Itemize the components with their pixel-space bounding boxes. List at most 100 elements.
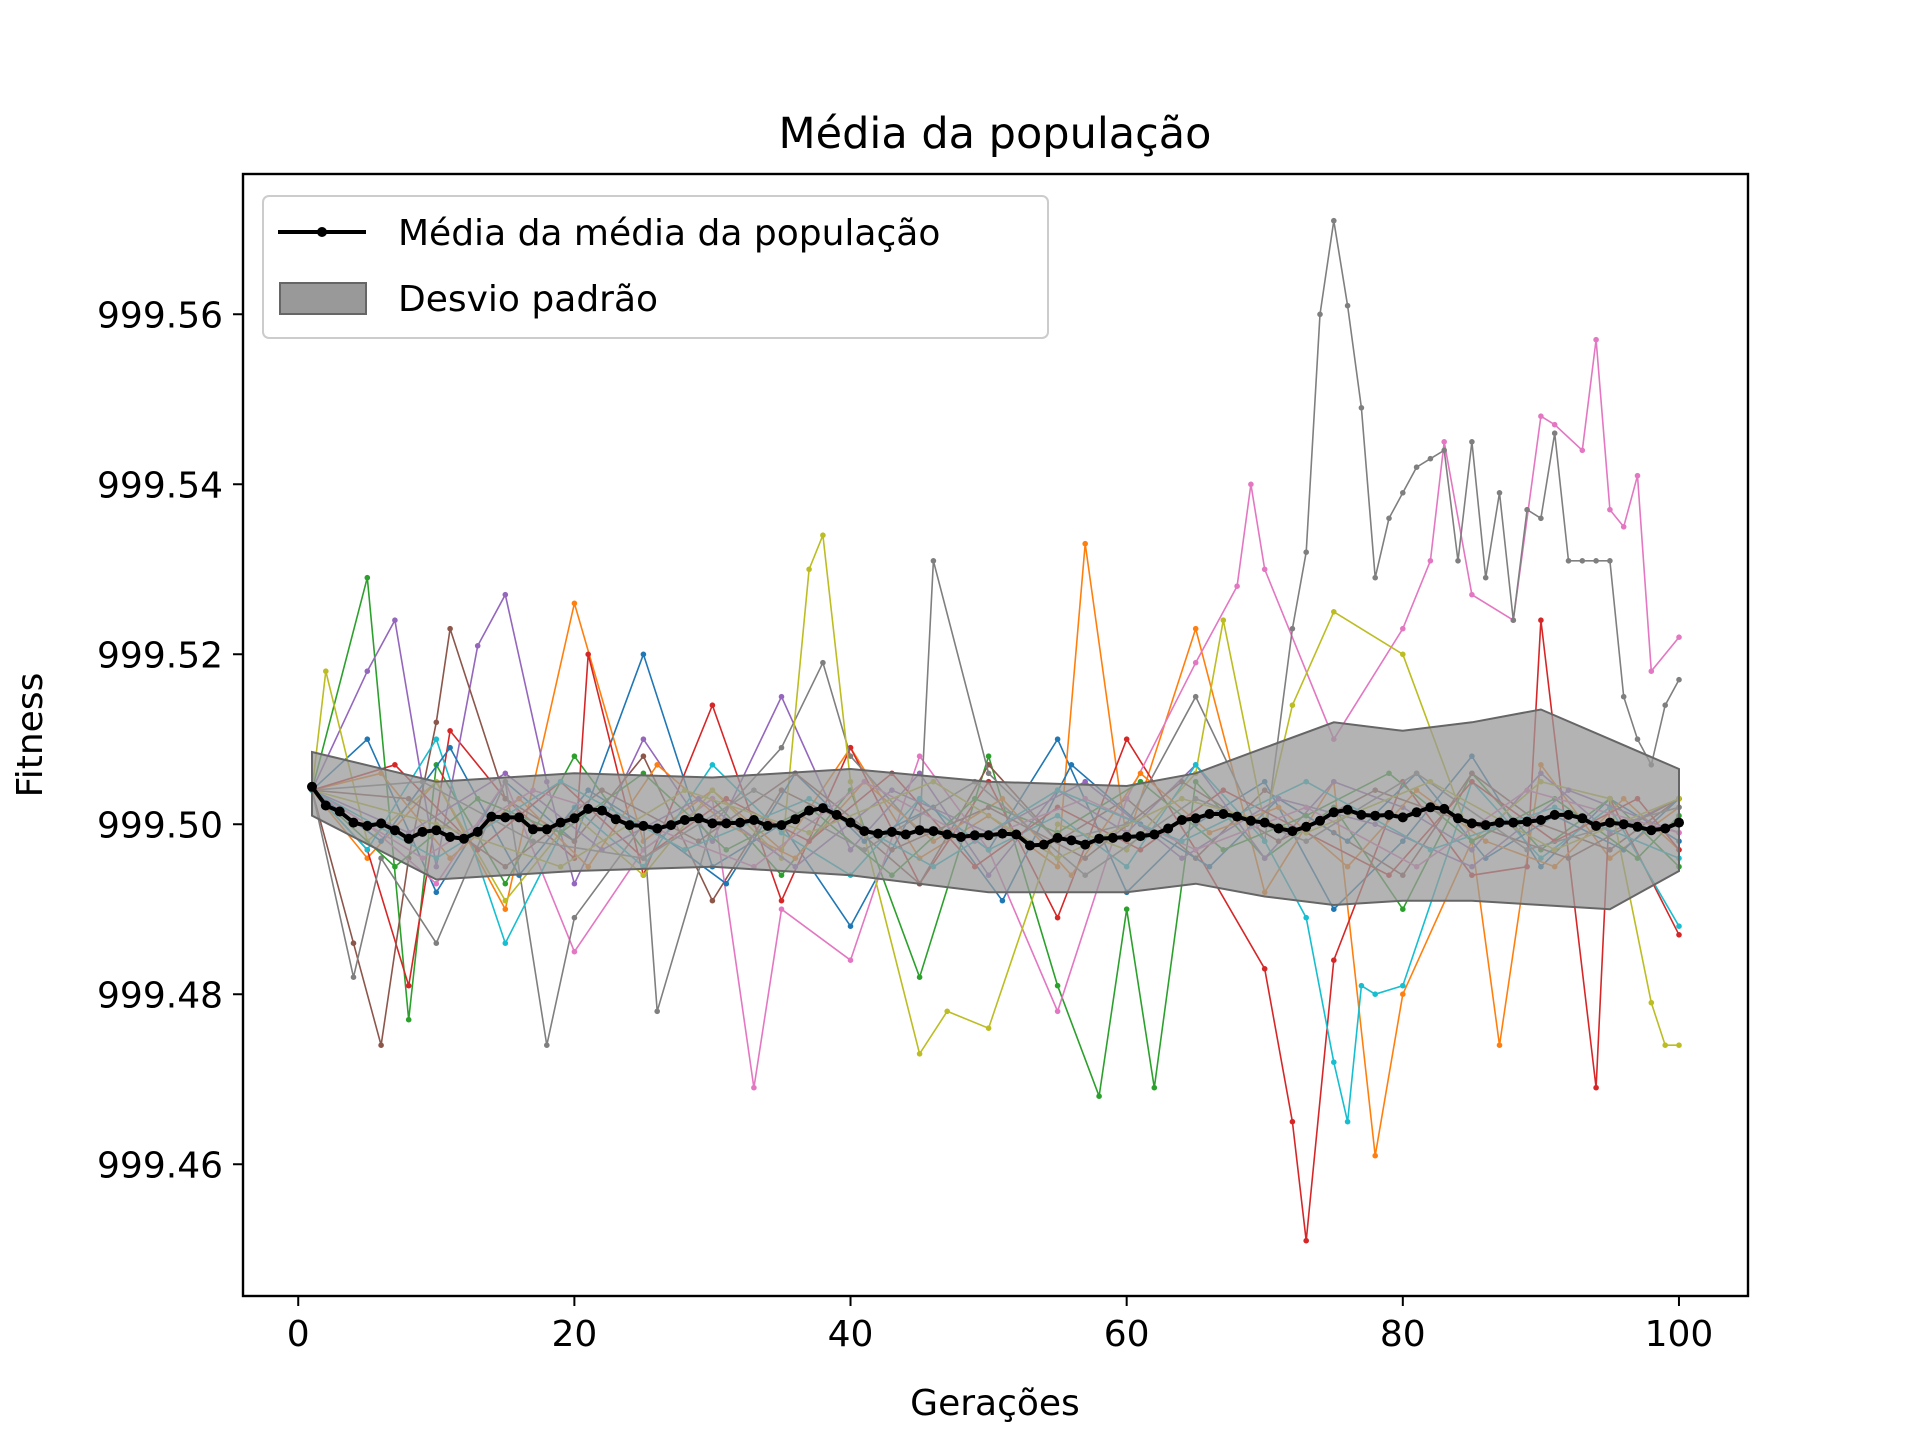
mean-series-point-56: [1080, 839, 1091, 850]
individual-series-point-10-2: [447, 744, 453, 751]
mean-series-point-11: [458, 833, 469, 844]
mean-series-point-81: [1425, 802, 1436, 813]
individual-series-point-6-14: [1192, 659, 1199, 666]
individual-series-point-5-5: [447, 625, 453, 632]
individual-series-point-5-1: [350, 940, 357, 946]
individual-series-point-9-18: [1358, 982, 1365, 989]
individual-series-point-3-18: [1303, 1237, 1309, 1244]
individual-series-point-0-1: [364, 736, 371, 742]
mean-series-point-19: [569, 813, 580, 824]
y-tick-label-4: 999.54: [97, 465, 223, 506]
mean-series-point-10: [445, 832, 456, 842]
mean-series-point-36: [804, 805, 815, 816]
individual-series-point-7-27: [1386, 515, 1392, 522]
mean-series-point-61: [1149, 829, 1160, 840]
individual-series-point-7-8: [654, 1008, 660, 1015]
individual-series-point-12-1: [392, 863, 398, 870]
individual-series-point-3-26: [1676, 932, 1682, 938]
individual-series-point-2-12: [1054, 982, 1061, 989]
mean-series-point-38: [831, 809, 842, 820]
individual-series-point-5-4: [433, 719, 440, 726]
mean-series-point-33: [762, 820, 773, 831]
individual-series-point-7-47: [1662, 702, 1668, 708]
mean-series-point-49: [983, 830, 994, 841]
mean-series-point-7: [403, 833, 414, 844]
individual-series-point-9-15: [1303, 914, 1309, 921]
mean-series-point-58: [1107, 832, 1118, 843]
individual-series-point-7-5: [544, 1042, 550, 1048]
individual-series-point-6-25: [1551, 421, 1558, 428]
individual-series-point-1-4: [571, 600, 578, 607]
legend-mean-label: Média da média da população: [398, 213, 940, 254]
individual-series-point-11-12: [1137, 770, 1144, 777]
individual-series-point-7-35: [1496, 490, 1503, 496]
mean-series-point-80: [1411, 807, 1422, 818]
mean-series-point-34: [776, 820, 787, 831]
individual-series-point-6-7: [751, 1084, 757, 1091]
mean-series-point-53: [1038, 839, 1049, 850]
mean-series-point-23: [624, 820, 635, 831]
individual-series-point-7-31: [1441, 447, 1447, 454]
individual-series-point-2-5: [571, 753, 578, 759]
mean-series-point-44: [914, 825, 925, 836]
individual-series-point-7-20: [1289, 625, 1296, 632]
individual-series-point-7-11: [820, 659, 826, 666]
mean-series-point-72: [1301, 821, 1312, 832]
mean-series-point-35: [790, 814, 801, 825]
individual-series-point-7-6: [571, 914, 578, 921]
mean-series-point-17: [541, 824, 552, 835]
mean-series-point-65: [1204, 809, 1215, 819]
mean-series-point-54: [1052, 832, 1063, 843]
mean-series-point-48: [969, 830, 980, 841]
mean-series-point-25: [652, 823, 663, 834]
individual-series-point-1-12: [1082, 540, 1088, 547]
mean-series-point-14: [500, 812, 511, 823]
mean-series-point-40: [859, 826, 870, 837]
individual-series-point-9-24: [1676, 923, 1682, 929]
mean-series-point-90: [1549, 809, 1560, 820]
individual-series-point-6-31: [1648, 668, 1655, 674]
individual-series-point-2-13: [1096, 1093, 1102, 1099]
mean-series-point-30: [721, 818, 732, 829]
mean-series-point-64: [1190, 813, 1201, 824]
individual-series-point-5-2: [378, 1042, 384, 1048]
mean-series-point-42: [886, 826, 897, 837]
mean-series-point-21: [597, 805, 607, 816]
individual-series-point-9-3: [502, 940, 509, 946]
legend-std-patch-icon: [279, 282, 367, 315]
mean-series-point-71: [1287, 826, 1298, 837]
individual-series-point-6-16: [1248, 481, 1254, 488]
individual-series-point-3-24: [1593, 1084, 1599, 1091]
mean-series-point-43: [900, 829, 911, 840]
individual-series-point-8-18: [1220, 617, 1227, 623]
y-tick-label-1: 999.48: [97, 975, 223, 1016]
plot-series-group: [307, 217, 1684, 1244]
individual-series-point-7-32: [1455, 558, 1461, 564]
x-tick-label-3: 60: [1104, 1314, 1150, 1355]
individual-series-point-7-22: [1317, 311, 1323, 318]
individual-series-point-9-17: [1344, 1118, 1351, 1125]
individual-series-point-6-22: [1469, 591, 1475, 598]
individual-series-point-5-8: [640, 753, 647, 759]
individual-series-point-7-48: [1676, 676, 1682, 683]
individual-series-point-10-11: [1068, 762, 1075, 768]
mean-series-point-4: [362, 820, 373, 831]
mean-series-point-52: [1025, 840, 1035, 851]
mean-series-point-15: [514, 812, 525, 823]
individual-series-point-6-17: [1261, 566, 1268, 573]
mean-series-point-18: [555, 817, 566, 828]
individual-series-point-6-32: [1676, 634, 1682, 640]
individual-series-point-6-2: [433, 880, 440, 887]
legend-box: [262, 195, 1049, 339]
mean-series-point-32: [748, 815, 759, 825]
individual-series-point-7-12: [847, 753, 854, 759]
mean-series-point-69: [1259, 817, 1270, 828]
individual-series-point-8-21: [1331, 609, 1337, 615]
individual-series-point-3-13: [1054, 914, 1061, 921]
mean-series-point-92: [1577, 813, 1588, 824]
individual-series-point-7-2: [378, 855, 384, 861]
plot-area: [307, 217, 1684, 1244]
individual-series-point-1-17: [1372, 1152, 1378, 1159]
individual-series-point-6-21: [1441, 439, 1447, 445]
individual-series-point-3-17: [1289, 1118, 1296, 1125]
